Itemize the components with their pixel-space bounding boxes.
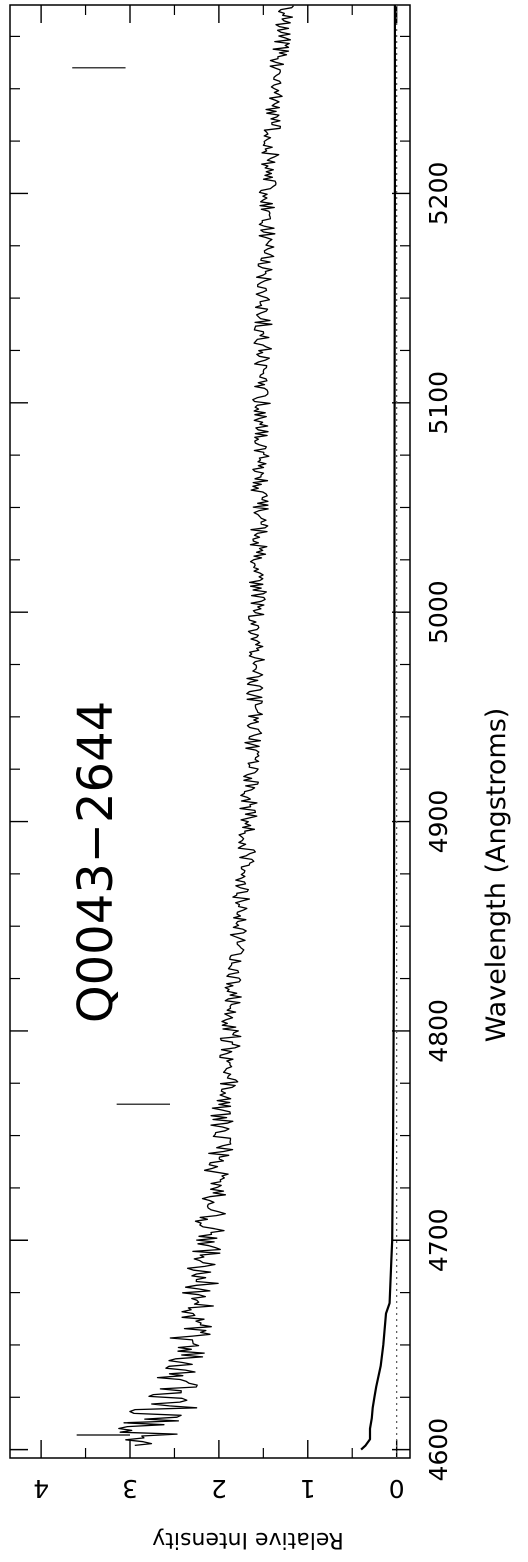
x-tick-label: 4700 [424, 1208, 453, 1272]
x-tick-label: 5100 [424, 371, 453, 435]
x-tick-label: 5200 [424, 162, 453, 226]
y-axis-label: Relative Intensity [152, 1527, 343, 1552]
markers-group [72, 67, 170, 1436]
chart-title: Q0043−2644 [68, 701, 124, 1023]
x-tick-label: 4800 [424, 999, 453, 1063]
x-tick-label: 5000 [424, 580, 453, 644]
series-flux-line [118, 5, 294, 1447]
x-axis-label: Wavelength (Angstroms) [481, 708, 512, 1043]
series-error-line [360, 5, 396, 1451]
y-tick-label: 2 [211, 1474, 227, 1503]
x-tick-label: 4600 [424, 1418, 453, 1482]
plot-frame [9, 4, 411, 1459]
x-tick-label: 4900 [424, 790, 453, 854]
y-tick-label: 1 [300, 1474, 316, 1503]
series-group [118, 5, 396, 1451]
y-tick-label: 3 [122, 1474, 138, 1503]
y-tick-label: 4 [33, 1474, 49, 1503]
labels-group: Q0043−2644 Wavelength (Angstroms) Relati… [68, 701, 512, 1552]
plot-frame-group [9, 4, 411, 1459]
axes-group: 4600 4700 4800 4900 5000 5100 5200 0 1 2 3 4 [10, 5, 453, 1503]
y-tick-label: 0 [389, 1474, 405, 1503]
